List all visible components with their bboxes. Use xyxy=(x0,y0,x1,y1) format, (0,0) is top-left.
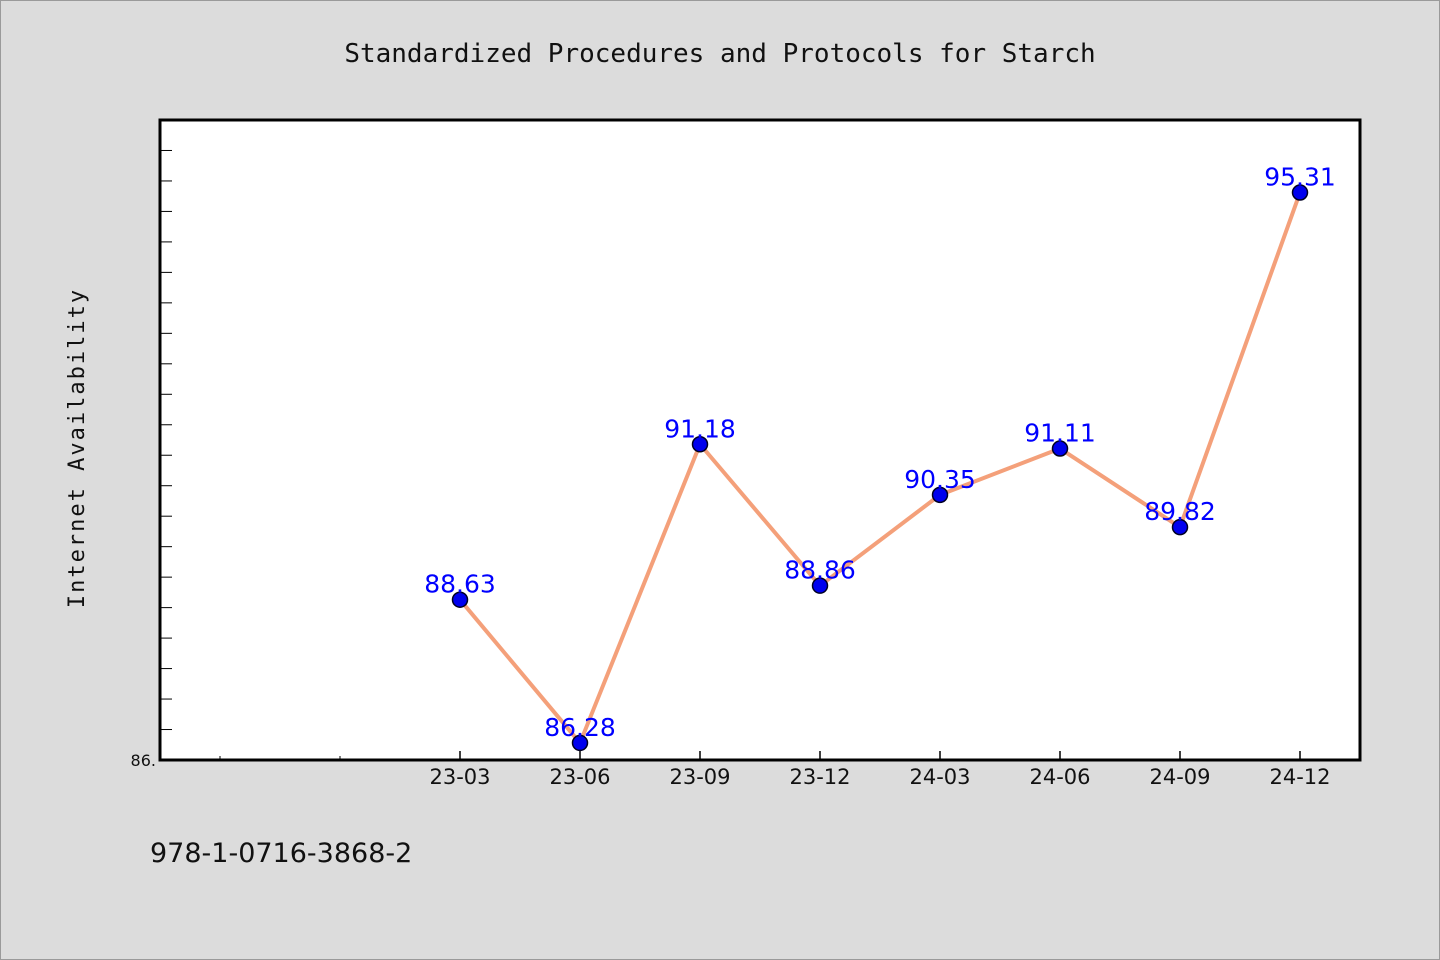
data-point xyxy=(1051,440,1069,457)
data-label: 90.35 xyxy=(904,465,976,494)
x-axis-ticks: 23-03 23-06 23-09 23-12 24-03 24-06 24-09 24-12 xyxy=(219,751,1331,789)
data-label: 91.18 xyxy=(664,414,736,443)
chart-title: Standardized Procedures and Protocols fo… xyxy=(344,39,1095,69)
data-point xyxy=(691,436,709,453)
series-group: 88.63 86.28 91.18 88.86 90.35 91.11 89.82 95.31 xyxy=(424,163,1336,752)
x-tick-label: 23-12 xyxy=(789,765,850,789)
series-line xyxy=(458,190,1302,745)
data-label: 91.11 xyxy=(1024,419,1096,448)
data-point xyxy=(451,591,469,608)
y-axis-label: Internet Availability xyxy=(65,288,90,608)
x-tick-label: 23-09 xyxy=(669,765,730,789)
data-label: 88.86 xyxy=(784,556,856,585)
plot-frame xyxy=(158,118,1362,762)
data-point xyxy=(811,577,829,594)
data-label: 86.28 xyxy=(544,713,616,742)
data-point xyxy=(931,486,949,504)
x-tick-label: 24-03 xyxy=(909,765,970,789)
data-point xyxy=(1171,518,1189,536)
footer-isbn: 978-1-0716-3868-2 xyxy=(150,838,412,869)
x-tick-label: 24-09 xyxy=(1149,765,1210,789)
x-tick-label: 24-12 xyxy=(1269,765,1330,789)
plot-area xyxy=(160,120,1360,760)
data-point xyxy=(571,734,589,752)
x-tick-label: 23-06 xyxy=(549,765,610,789)
data-label: 89.82 xyxy=(1144,497,1216,526)
x-tick-label: 23-03 xyxy=(429,765,490,789)
data-point xyxy=(1291,184,1309,201)
data-label: 95.31 xyxy=(1264,163,1336,192)
y-tick-label: 86. xyxy=(131,751,156,770)
x-tick-label: 24-06 xyxy=(1029,765,1090,789)
data-label: 88.63 xyxy=(424,570,496,599)
y-axis-ticks: 86. xyxy=(131,149,172,770)
